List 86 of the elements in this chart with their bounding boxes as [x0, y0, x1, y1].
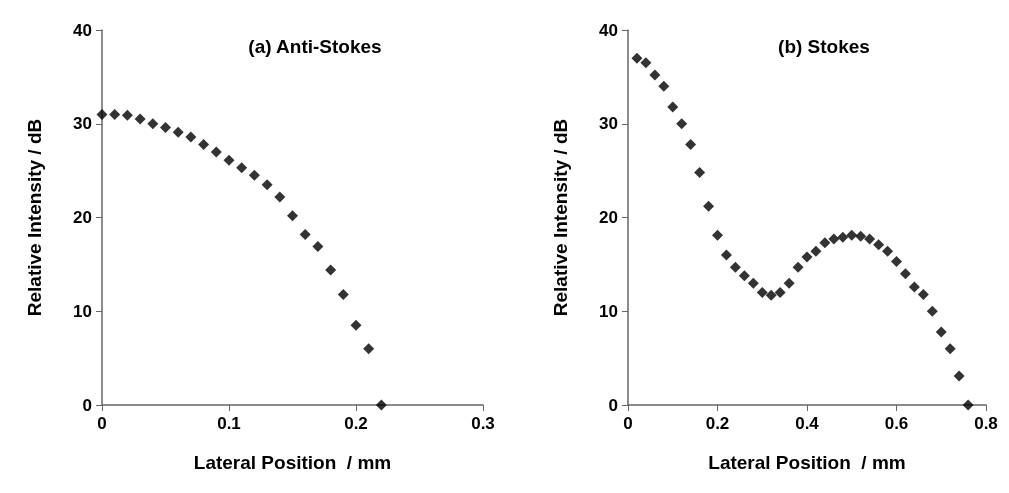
point [649, 69, 661, 81]
point [846, 229, 858, 241]
point [962, 399, 974, 411]
point [819, 237, 831, 249]
point [953, 370, 965, 382]
point [899, 268, 911, 280]
y-tick-label: 0 [608, 395, 618, 415]
x-axis-title: Lateral Position / mm [193, 452, 392, 473]
point [864, 233, 876, 245]
y-tick-label: 10 [73, 301, 92, 321]
y-tick-label: 40 [73, 20, 92, 40]
point [640, 57, 652, 69]
y-tick-label: 30 [73, 114, 92, 134]
x-tick-label: 0.2 [344, 414, 368, 433]
y-axis-title: Relative Intensity / dB [550, 118, 571, 317]
point [96, 108, 108, 120]
y-tick-label: 20 [599, 208, 618, 227]
point [720, 249, 732, 261]
y-tick-label: 0 [82, 395, 92, 415]
point [801, 251, 813, 263]
point [712, 229, 723, 241]
y-tick-label: 20 [73, 208, 92, 227]
point [236, 162, 248, 174]
point [350, 319, 362, 331]
point [337, 288, 349, 300]
x-tick-label: 0 [97, 414, 107, 433]
point [312, 241, 324, 253]
point [926, 305, 938, 317]
point [248, 169, 260, 181]
x-tick-label: 0.6 [884, 414, 909, 433]
point [694, 167, 706, 178]
y-axis-title: Relative Intensity / dB [24, 118, 45, 317]
point [747, 277, 759, 289]
point [756, 287, 768, 298]
point [738, 270, 750, 282]
point [631, 52, 643, 64]
point [891, 256, 902, 268]
point [134, 113, 146, 125]
point [223, 154, 235, 166]
point [774, 287, 786, 298]
x-tick-label: 0 [623, 414, 633, 433]
point [210, 146, 222, 158]
point [363, 343, 375, 355]
point [160, 122, 171, 133]
point [944, 343, 956, 355]
point [810, 245, 822, 257]
point [109, 108, 121, 120]
point [147, 118, 159, 130]
y-tick-label: 40 [599, 20, 618, 40]
point [828, 233, 840, 245]
point [658, 80, 670, 92]
point [908, 281, 920, 293]
x-tick-label: 0.1 [217, 414, 241, 433]
point [882, 245, 894, 257]
point [676, 118, 688, 130]
y-tick-label: 10 [599, 301, 618, 321]
chart-title: (a) Anti-Stokes [248, 36, 382, 57]
point [375, 399, 387, 411]
y-tick-label: 30 [599, 114, 618, 134]
point [287, 210, 298, 222]
point [274, 191, 286, 203]
point [667, 101, 679, 113]
point [792, 261, 804, 273]
point [703, 200, 715, 212]
point [325, 264, 337, 276]
x-tick-label: 0.8 [974, 414, 998, 433]
point [198, 138, 210, 150]
point [765, 289, 777, 301]
x-tick-label: 0.3 [471, 414, 495, 433]
point [837, 231, 849, 243]
point [261, 179, 273, 191]
point [121, 109, 133, 121]
point [783, 277, 795, 289]
point [299, 228, 311, 240]
x-tick-label: 0.4 [795, 414, 820, 433]
point [873, 239, 885, 251]
point [855, 230, 867, 242]
x-tick-label: 0.2 [705, 414, 730, 433]
chart-title: (b) Stokes [778, 36, 870, 57]
point [685, 138, 697, 150]
x-axis-title: Lateral Position / mm [708, 452, 906, 473]
point [935, 326, 947, 338]
point [917, 288, 929, 300]
point [172, 126, 184, 138]
point [185, 131, 197, 143]
point [729, 261, 741, 273]
